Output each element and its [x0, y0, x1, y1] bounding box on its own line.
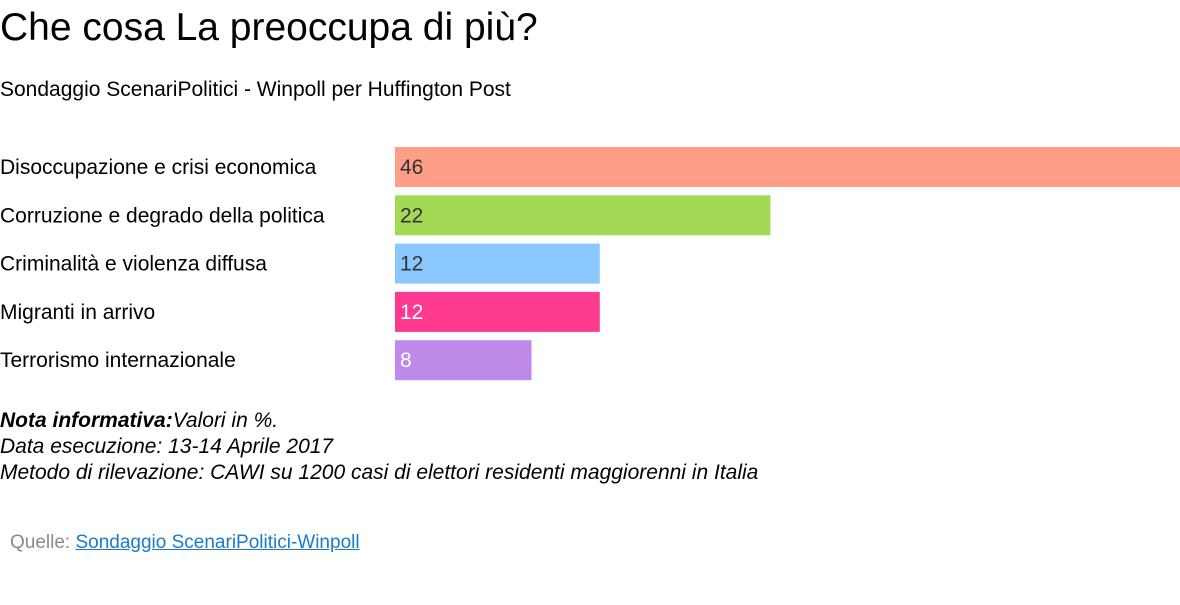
notes-date: Data esecuzione: 13-14 Aprile 2017	[0, 435, 334, 458]
source-line: Quelle: Sondaggio ScenariPolitici-Winpol…	[10, 530, 360, 556]
bar	[395, 195, 771, 236]
bar	[395, 243, 600, 284]
bar	[395, 147, 1180, 187]
notes-line-info: Nota informativa:Valori in %.	[0, 408, 758, 434]
notes-block: Nota informativa:Valori in %. Data esecu…	[0, 408, 758, 486]
bar-chart: Disoccupazione e crisi economica 46 Corruz…	[0, 147, 1180, 381]
bar	[395, 340, 532, 381]
category-label: Disoccupazione e crisi economica	[0, 156, 317, 179]
chart-subtitle: Sondaggio ScenariPolitici - Winpoll per …	[0, 78, 511, 101]
source-label: Quelle:	[10, 532, 71, 553]
category-label: Terrorismo internazionale	[0, 349, 236, 372]
bar-value-label: 8	[400, 349, 412, 372]
source-link[interactable]: Sondaggio ScenariPolitici-Winpoll	[75, 532, 360, 553]
notes-label: Nota informativa:	[0, 409, 173, 432]
bar-value-label: 22	[400, 204, 423, 227]
bar-value-label: 46	[400, 156, 423, 179]
bar	[395, 291, 600, 332]
category-label: Migranti in arrivo	[0, 301, 155, 324]
bar-value-label: 12	[400, 301, 423, 324]
chart-title: Che cosa La preoccupa di più?	[0, 6, 538, 49]
category-label: Corruzione e degrado della politica	[0, 204, 325, 227]
notes-method: Metodo di rilevazione: CAWI su 1200 casi…	[0, 461, 759, 484]
bar-value-label: 12	[400, 253, 423, 276]
notes-text: Valori in %.	[172, 409, 279, 432]
category-label: Criminalità e violenza diffusa	[0, 253, 267, 276]
